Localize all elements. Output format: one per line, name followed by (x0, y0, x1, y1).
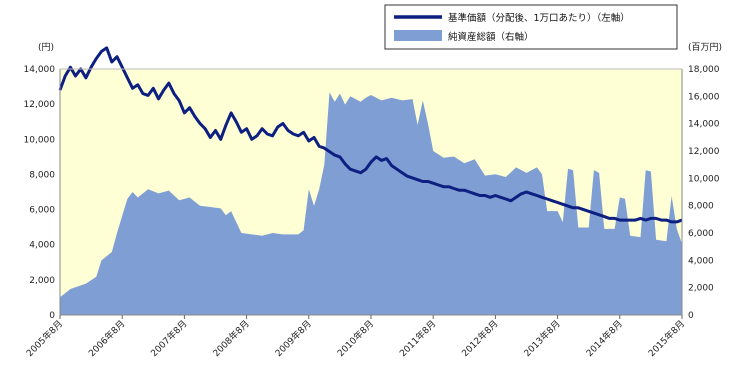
right-axis-unit: (百万円) (688, 42, 722, 53)
legend: 基準価額（分配後、1万口あたり）（左軸） 純資産総額（右軸） (384, 4, 678, 50)
x-tick-label: 2015年8月 (646, 318, 687, 359)
left-tick-label: 8,000 (29, 170, 55, 180)
right-tick-label: 0 (688, 311, 694, 321)
x-tick-label: 2010年8月 (335, 318, 376, 359)
right-tick-label: 2,000 (688, 284, 714, 294)
legend-area-swatch (394, 30, 442, 41)
left-tick-label: 10,000 (24, 135, 56, 145)
left-axis-ticks: 0 2,000 4,000 6,000 8,000 10,000 12,000 14,000 (24, 65, 56, 321)
right-tick-label: 4,000 (688, 256, 714, 266)
nav-line-layer (58, 46, 683, 224)
right-tick-label: 10,000 (688, 174, 720, 184)
right-tick-label: 6,000 (688, 229, 714, 239)
x-tick-label: 2008年8月 (210, 318, 251, 359)
x-tick-label: 2005年8月 (24, 318, 65, 359)
net-assets-area (60, 92, 682, 315)
right-tick-label: 16,000 (688, 92, 720, 102)
x-tick-label: 2014年8月 (583, 318, 624, 359)
legend-net-assets-label: 純資産総額（右軸） (448, 31, 534, 43)
x-axis-ticks: 2005年8月 2006年8月 2007年8月 2008年8月 2009年8月 2010年… (24, 315, 687, 359)
right-tick-label: 18,000 (688, 65, 720, 75)
right-axis-ticks: 0 2,000 4,000 6,000 8,000 10,000 12,000 14,000 1… (688, 65, 720, 321)
x-tick-label: 2006年8月 (86, 318, 127, 359)
legend-nav-label: 基準価額（分配後、1万口あたり）（左軸） (448, 12, 630, 24)
right-tick-label: 8,000 (688, 202, 714, 212)
left-tick-label: 12,000 (24, 100, 56, 110)
net-assets-area-layer (60, 92, 682, 315)
legend-box (384, 4, 678, 50)
x-tick-label: 2011年8月 (397, 318, 438, 359)
x-tick-label: 2007年8月 (148, 318, 189, 359)
x-tick-label: 2009年8月 (272, 318, 313, 359)
left-tick-label: 14,000 (24, 65, 56, 75)
nav-line (58, 46, 683, 224)
x-tick-label: 2012年8月 (459, 318, 500, 359)
right-tick-label: 14,000 (688, 120, 720, 130)
left-tick-label: 2,000 (29, 276, 55, 286)
left-tick-label: 0 (49, 311, 55, 321)
x-tick-label: 2013年8月 (521, 318, 562, 359)
left-tick-label: 4,000 (29, 241, 55, 251)
left-axis-unit: (円) (38, 42, 54, 53)
right-tick-label: 12,000 (688, 147, 720, 157)
left-tick-label: 6,000 (29, 206, 55, 216)
